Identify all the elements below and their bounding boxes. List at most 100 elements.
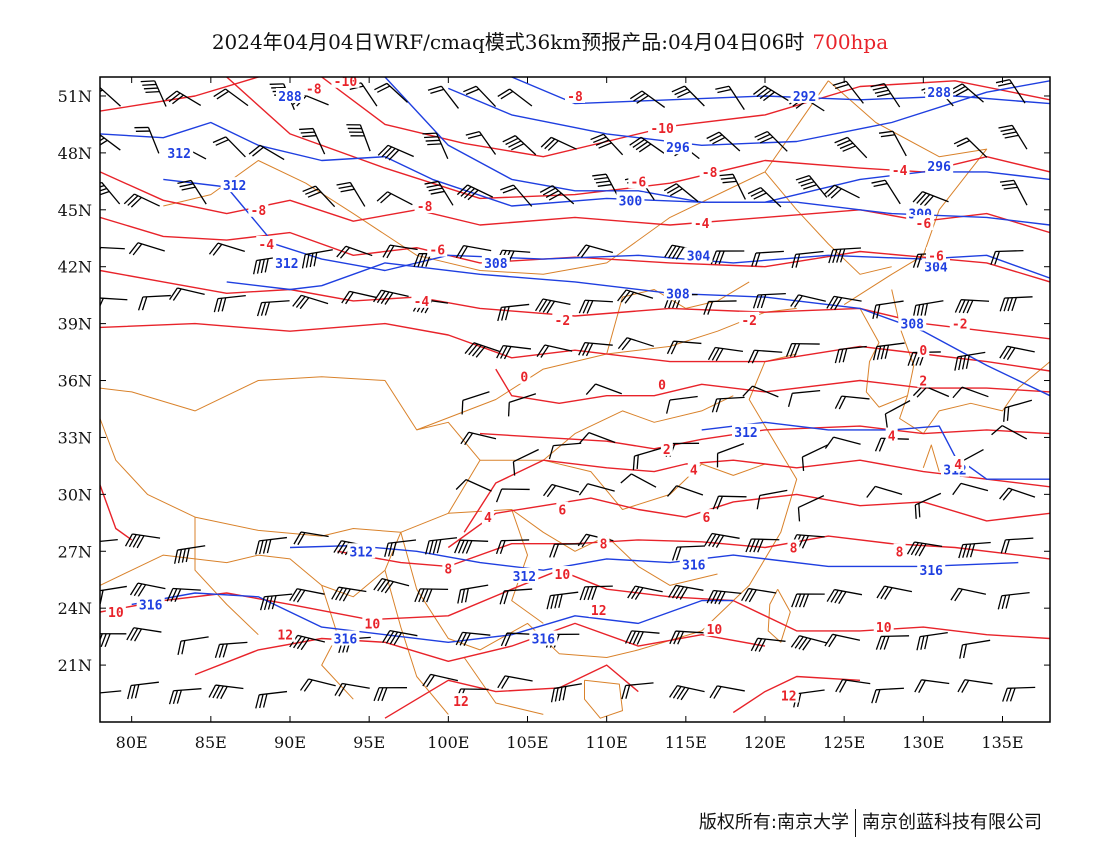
wind-barb [823,184,860,199]
temperature-label: -6 [928,249,944,264]
wind-barb [382,244,418,259]
geopotential-label-bg [347,543,376,559]
temperature-label: 2 [663,443,671,458]
wind-barb [213,88,249,107]
wind-barb [550,683,582,703]
temperature-label: 0 [520,371,528,386]
temperature-label: 10 [707,623,723,638]
temperature-isotherm [732,675,861,714]
temperature-label: 0 [658,378,666,393]
wind-barb [824,633,861,648]
wind-barb [377,144,414,161]
geopotential-label: 308 [484,257,508,272]
x-tick-label: 125E [823,733,865,752]
wind-barb [495,488,530,503]
wind-barb [460,431,497,446]
temperature-label-bg [660,440,673,456]
wind-barb [957,679,993,693]
wind-barb [998,124,1028,150]
geopotential-label: 296 [666,141,690,156]
geopotential-label: 292 [793,90,816,105]
temperature-label: 10 [108,606,124,621]
x-tick-label: 105E [506,733,548,752]
geopotential-label: 312 [223,179,246,194]
wind-barb [457,584,489,604]
wind-barb [256,300,290,317]
x-tick-label: 130E [902,733,944,752]
temperature-label-bg [597,535,610,551]
boundary-line [584,679,623,719]
temperature-label-bg [552,566,573,582]
temperature-label-bg [518,368,531,384]
wind-barb [100,690,122,694]
wind-barb [165,90,202,107]
temperature-label: 4 [954,458,962,473]
temperature-isotherm [100,484,133,541]
wind-barb [208,684,244,700]
y-tick-label: 24N [58,599,92,618]
wind-barb [742,385,779,398]
wind-barb [709,685,745,699]
wind-barb [959,639,991,659]
wind-barb [715,85,745,111]
boundary-line [542,395,734,461]
wind-barb [137,294,171,311]
footer-separator [855,809,856,837]
wind-barb [424,180,454,206]
wind-barb [790,294,826,308]
wind-barb [1003,399,1033,422]
x-tick-label: 90E [274,733,306,752]
wind-barb [950,587,987,602]
wind-barb [747,186,782,208]
temperature-isotherm [100,216,1050,283]
temperature-label-bg [105,603,126,619]
wind-barb [952,386,989,399]
geopotential-label: 312 [167,147,190,162]
wind-barb [747,349,783,364]
wind-barb [906,541,943,557]
wind-barb [1000,537,1034,554]
wind-barb [496,344,532,360]
geopotential-contour [100,121,1050,226]
temperature-label: -8 [567,90,583,105]
geopotential-label: 304 [924,261,948,276]
wind-barb [497,675,533,689]
temperature-label: 4 [690,464,698,479]
temperature-label-bg [427,241,448,257]
wind-barb [999,296,1033,312]
wind-barb [293,531,329,546]
temperature-label: -2 [741,314,757,329]
wind-barb [790,635,827,651]
wind-barb [716,443,745,468]
wind-barb [129,582,166,597]
wind-barb [703,300,737,315]
wind-barb [914,679,950,693]
wind-barb [785,342,820,357]
wind-barb [507,393,537,417]
geopotential-label-bg [663,285,692,301]
temperature-label: -8 [251,204,267,219]
wind-barb [834,136,868,159]
wind-barb [866,485,903,498]
geopotential-label: 308 [666,287,690,302]
temperature-label-bg [889,161,910,177]
wind-barb [870,83,901,108]
temperature-label: -8 [306,82,322,97]
wind-barb [878,130,907,157]
geopotential-label-bg [136,596,165,612]
wind-barb [579,585,613,601]
wind-barb [797,495,825,522]
y-tick-label: 42N [58,258,92,277]
boundary-line [859,289,915,408]
geopotential-label-bg [663,139,692,155]
geopotential-label-bg [481,254,510,270]
contour-labels: 2882922883122962963123003003123083043043… [105,77,970,710]
temperature-label-bg [687,461,700,477]
x-tick-label: 100E [427,733,469,752]
wind-barb [100,633,127,648]
wind-barb [549,543,583,558]
temperature-label-bg [913,215,934,231]
wind-barb [128,242,165,256]
wind-barb [512,448,539,476]
geopotential-label: 312 [513,570,536,585]
